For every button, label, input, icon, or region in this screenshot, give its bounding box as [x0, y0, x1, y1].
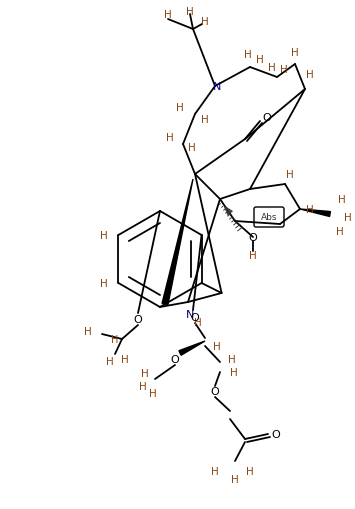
- Text: H: H: [149, 388, 157, 398]
- Text: H: H: [201, 17, 209, 27]
- Text: H: H: [213, 342, 221, 351]
- Polygon shape: [162, 180, 193, 305]
- Text: H: H: [188, 143, 196, 153]
- Text: H: H: [306, 70, 314, 80]
- Polygon shape: [179, 342, 205, 356]
- Text: H: H: [228, 354, 236, 364]
- Text: H: H: [306, 205, 314, 215]
- Text: H: H: [121, 354, 129, 364]
- Text: H: H: [244, 50, 252, 60]
- Text: O: O: [133, 315, 142, 324]
- Text: O: O: [272, 429, 280, 439]
- Text: H: H: [139, 381, 147, 391]
- Text: H: H: [230, 367, 238, 377]
- Text: H: H: [176, 103, 184, 113]
- Text: O: O: [191, 313, 200, 322]
- Text: H: H: [164, 10, 172, 20]
- Text: H: H: [291, 48, 299, 58]
- Text: H: H: [186, 7, 194, 17]
- Text: H: H: [280, 65, 288, 75]
- Text: H: H: [249, 250, 257, 261]
- Text: H: H: [286, 169, 294, 180]
- Text: H: H: [99, 231, 107, 241]
- Text: H: H: [211, 466, 219, 476]
- Text: H: H: [194, 318, 202, 327]
- Text: N: N: [186, 309, 194, 319]
- Text: H: H: [246, 466, 254, 476]
- Text: H: H: [201, 115, 209, 125]
- Text: H: H: [268, 63, 276, 73]
- Text: H: H: [106, 356, 114, 366]
- Text: H: H: [231, 474, 239, 484]
- Polygon shape: [300, 210, 331, 217]
- Text: H: H: [256, 55, 264, 65]
- Text: O: O: [171, 354, 179, 364]
- Text: H: H: [166, 133, 174, 143]
- Text: H: H: [336, 227, 344, 237]
- Text: H: H: [141, 369, 149, 378]
- Text: N: N: [213, 82, 221, 92]
- Text: O: O: [211, 386, 219, 396]
- Text: O: O: [263, 113, 271, 123]
- Text: H: H: [99, 278, 107, 289]
- Text: H: H: [84, 326, 92, 336]
- Text: H: H: [344, 213, 352, 222]
- FancyBboxPatch shape: [254, 208, 284, 228]
- Text: H: H: [338, 194, 346, 205]
- Text: Abs: Abs: [261, 213, 277, 222]
- Text: O: O: [248, 233, 257, 242]
- Text: H: H: [111, 334, 118, 344]
